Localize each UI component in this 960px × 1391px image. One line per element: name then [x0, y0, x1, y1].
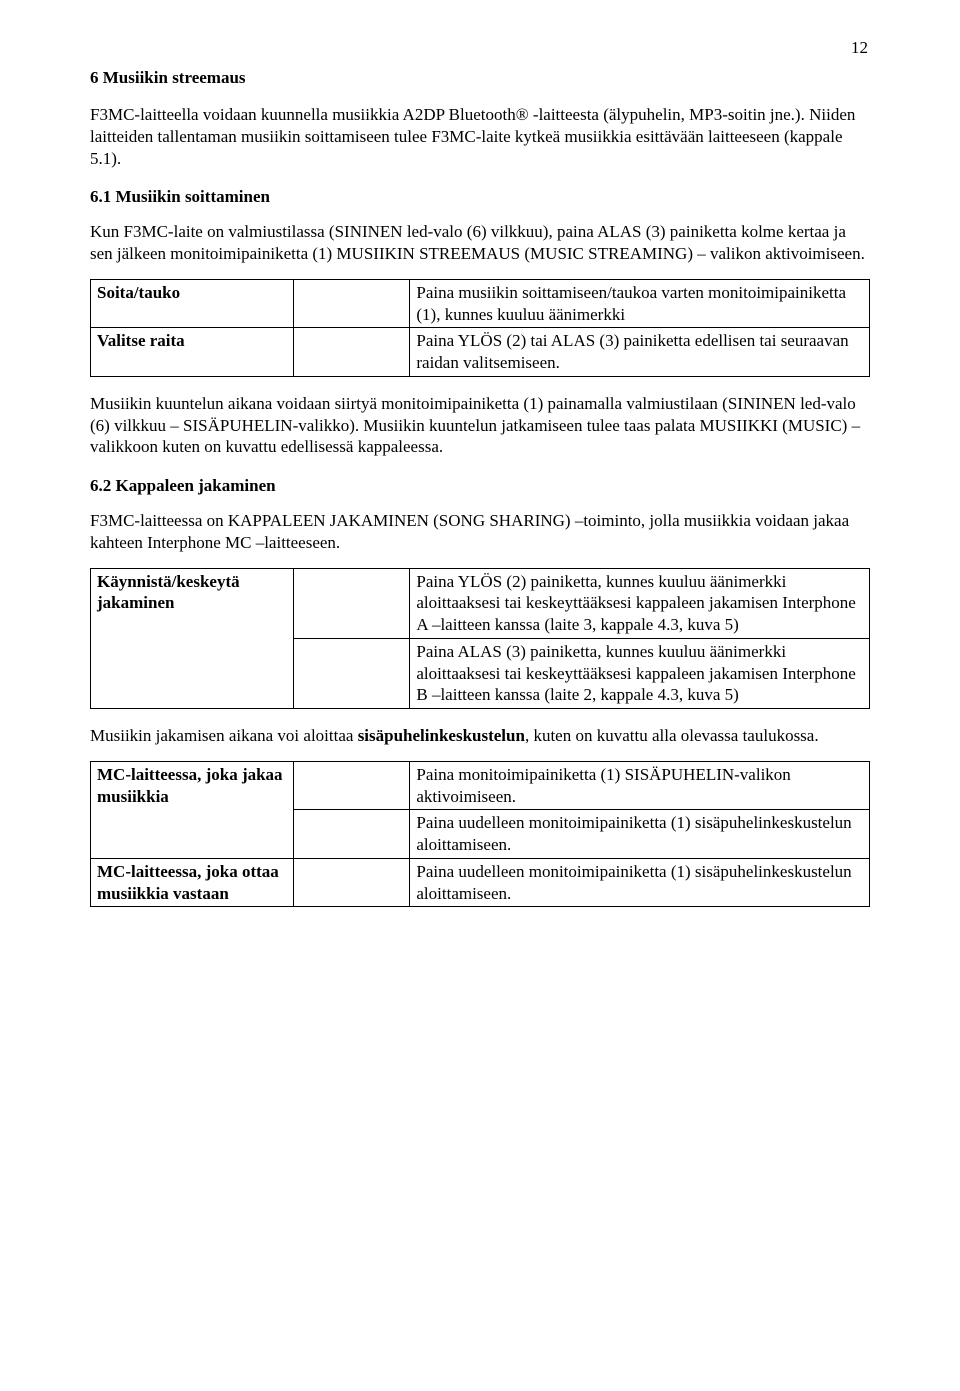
table-play-controls: Soita/tauko Paina musiikin soittamiseen/…: [90, 279, 870, 377]
table-row: Käynnistä/keskeytä jakaminen Paina YLÖS …: [91, 568, 870, 638]
paragraph-after-table1: Musiikin kuuntelun aikana voidaan siirty…: [90, 393, 870, 458]
cell-label: Käynnistä/keskeytä jakaminen: [91, 568, 294, 709]
cell-desc: Paina musiikin soittamiseen/taukoa varte…: [410, 279, 870, 328]
table-song-sharing: Käynnistä/keskeytä jakaminen Paina YLÖS …: [90, 568, 870, 710]
page: 12 6 Musiikin streemaus F3MC-laitteella …: [0, 0, 960, 1391]
cell-mid: [293, 858, 410, 907]
text-bold: sisäpuhelinkeskustelun: [358, 726, 525, 745]
cell-desc: Paina YLÖS (2) painiketta, kunnes kuuluu…: [410, 568, 870, 638]
paragraph-6-2: F3MC-laitteessa on KAPPALEEN JAKAMINEN (…: [90, 510, 870, 554]
paragraph-intro: F3MC-laitteella voidaan kuunnella musiik…: [90, 104, 870, 169]
table-intercom: MC-laitteessa, joka jakaa musiikkia Pain…: [90, 761, 870, 908]
table-row: Soita/tauko Paina musiikin soittamiseen/…: [91, 279, 870, 328]
cell-desc: Paina uudelleen monitoimipainiketta (1) …: [410, 858, 870, 907]
cell-desc: Paina monitoimipainiketta (1) SISÄPUHELI…: [410, 761, 870, 810]
cell-mid: [293, 810, 410, 859]
cell-mid: [293, 328, 410, 377]
cell-desc: Paina uudelleen monitoimipainiketta (1) …: [410, 810, 870, 859]
cell-desc: Paina YLÖS (2) tai ALAS (3) painiketta e…: [410, 328, 870, 377]
section-heading-6-1: 6.1 Musiikin soittaminen: [90, 187, 870, 207]
text-suffix: , kuten on kuvattu alla olevassa tauluko…: [525, 726, 819, 745]
cell-mid: [293, 568, 410, 638]
cell-mid: [293, 638, 410, 708]
cell-label: Valitse raita: [91, 328, 294, 377]
paragraph-before-table3: Musiikin jakamisen aikana voi aloittaa s…: [90, 725, 870, 747]
table-row: MC-laitteessa, joka ottaa musiikkia vast…: [91, 858, 870, 907]
cell-desc: Paina ALAS (3) painiketta, kunnes kuuluu…: [410, 638, 870, 708]
cell-label: Soita/tauko: [91, 279, 294, 328]
table-row: Valitse raita Paina YLÖS (2) tai ALAS (3…: [91, 328, 870, 377]
text-prefix: Musiikin jakamisen aikana voi aloittaa: [90, 726, 358, 745]
table-row: MC-laitteessa, joka jakaa musiikkia Pain…: [91, 761, 870, 810]
section-heading-6: 6 Musiikin streemaus: [90, 68, 870, 88]
section-heading-6-2: 6.2 Kappaleen jakaminen: [90, 476, 870, 496]
cell-mid: [293, 279, 410, 328]
cell-mid: [293, 761, 410, 810]
cell-label: MC-laitteessa, joka ottaa musiikkia vast…: [91, 858, 294, 907]
cell-label: MC-laitteessa, joka jakaa musiikkia: [91, 761, 294, 858]
page-number: 12: [851, 38, 868, 58]
paragraph-6-1: Kun F3MC-laite on valmiustilassa (SININE…: [90, 221, 870, 265]
